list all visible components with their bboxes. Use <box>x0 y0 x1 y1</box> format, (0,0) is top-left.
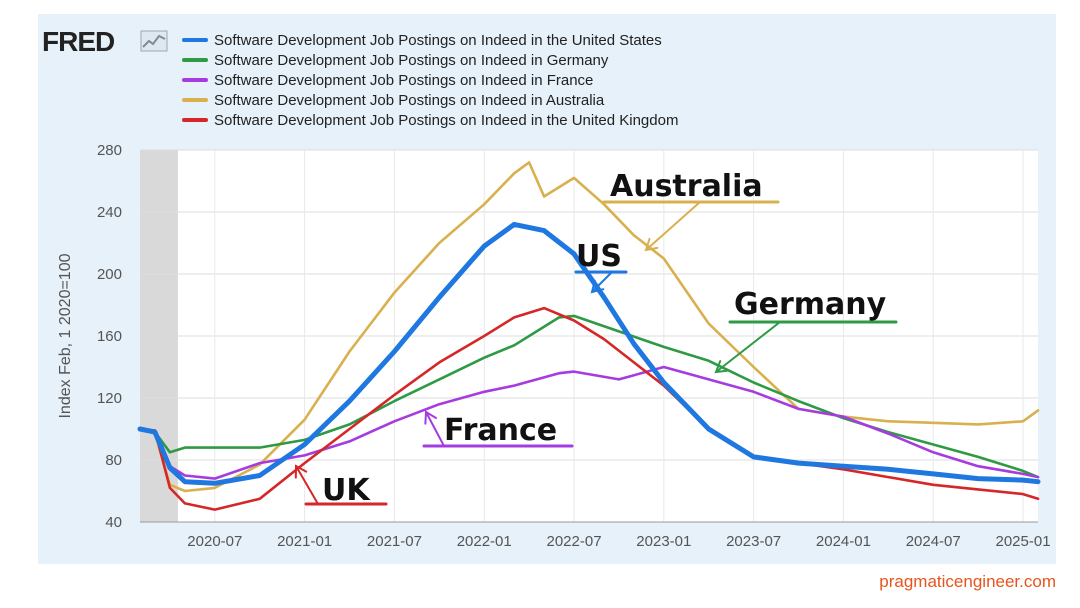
legend-item: Software Development Job Postings on Ind… <box>182 110 678 130</box>
annotation-arrow <box>715 321 781 373</box>
annotation-arrowhead <box>644 237 659 252</box>
y-tick-label: 40 <box>105 514 122 531</box>
legend-item: Software Development Job Postings on Ind… <box>182 90 678 110</box>
legend-swatch <box>182 58 208 62</box>
legend-swatch <box>182 38 208 42</box>
chart-logo-icon <box>140 30 168 52</box>
legend-item: Software Development Job Postings on Ind… <box>182 70 678 90</box>
legend-label: Software Development Job Postings on Ind… <box>214 111 679 129</box>
x-tick-label: 2020-07 <box>187 533 242 550</box>
x-tick-label: 2023-01 <box>636 533 691 550</box>
legend-label: Software Development Job Postings on Ind… <box>214 71 594 89</box>
x-tick-label: 2024-01 <box>816 533 871 550</box>
chart-legend: Software Development Job Postings on Ind… <box>182 30 678 130</box>
x-tick-label: 2024-07 <box>906 533 961 550</box>
legend-label: Software Development Job Postings on Ind… <box>214 51 609 69</box>
y-tick-label: 200 <box>97 266 122 283</box>
x-tick-label: 2022-01 <box>457 533 512 550</box>
y-tick-label: 160 <box>97 328 122 345</box>
source-credit: pragmaticengineer.com <box>879 572 1056 591</box>
annotation-label: Australia <box>610 169 763 204</box>
x-tick-label: 2022-07 <box>547 533 602 550</box>
x-tick-label: 2021-07 <box>367 533 422 550</box>
legend-swatch <box>182 118 208 122</box>
y-tick-label: 120 <box>97 390 122 407</box>
legend-swatch <box>182 78 208 82</box>
annotation-arrowhead <box>424 410 437 425</box>
y-tick-label: 280 <box>97 142 122 159</box>
legend-swatch <box>182 98 208 102</box>
series-line <box>138 306 1040 511</box>
legend-label: Software Development Job Postings on Ind… <box>214 91 605 109</box>
annotation-arrowhead <box>590 279 605 294</box>
annotation-label: US <box>576 239 622 274</box>
annotation-arrow <box>295 465 319 505</box>
annotation-label: UK <box>322 473 371 508</box>
x-tick-label: 2025-01 <box>996 533 1051 550</box>
y-tick-label: 240 <box>97 204 122 221</box>
legend-item: Software Development Job Postings on Ind… <box>182 50 678 70</box>
series-line <box>138 365 1040 480</box>
legend-label: Software Development Job Postings on Ind… <box>214 31 662 49</box>
annotation-label: Germany <box>734 287 887 322</box>
y-axis-label: Index Feb, 1 2020=100 <box>57 253 74 418</box>
fred-logo: FRED <box>42 26 115 57</box>
series-line <box>137 221 1041 486</box>
series-line <box>138 314 1040 479</box>
annotation-arrowhead <box>714 360 729 374</box>
x-tick-label: 2023-07 <box>726 533 781 550</box>
annotation-arrow <box>591 271 613 293</box>
annotation-label: France <box>444 413 557 448</box>
annotation-arrow <box>425 411 445 447</box>
y-tick-label: 80 <box>105 452 122 469</box>
x-tick-label: 2021-01 <box>277 533 332 550</box>
annotation-arrowhead <box>294 464 308 479</box>
legend-item: Software Development Job Postings on Ind… <box>182 30 678 50</box>
annotation-arrow <box>645 201 701 251</box>
